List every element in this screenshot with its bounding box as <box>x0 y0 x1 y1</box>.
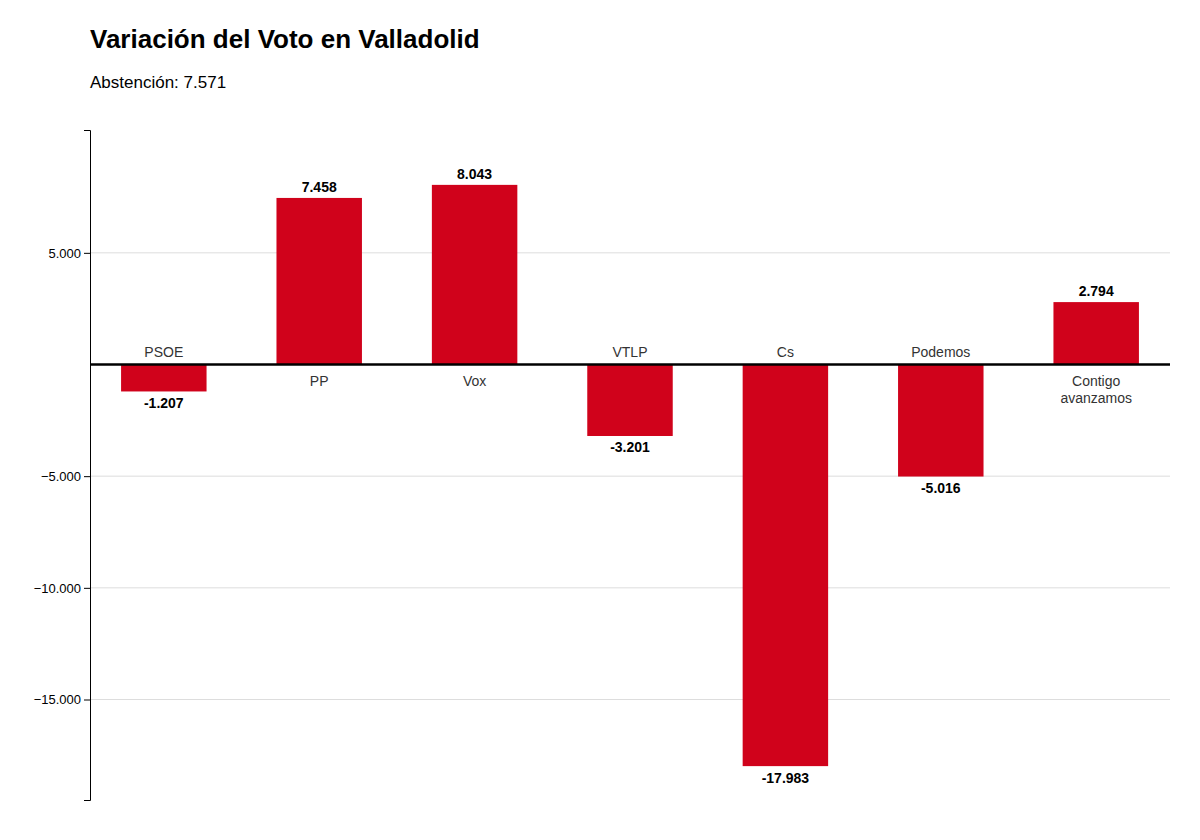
value-label: 7.458 <box>302 179 337 195</box>
bar <box>898 365 983 477</box>
bar <box>743 365 828 767</box>
y-tick: −15.000 <box>34 692 90 707</box>
y-tick-label: −10.000 <box>34 580 81 595</box>
value-label: -1.207 <box>144 395 184 411</box>
grid-line <box>90 252 1170 253</box>
y-tick-mark <box>84 253 90 254</box>
y-tick-mark <box>84 588 90 589</box>
category-label: Contigoavanzamos <box>1060 373 1132 406</box>
value-labels: -1.207 7.458 8.043 -3.201 -17.983 -5.016 2.794 <box>144 166 1114 786</box>
value-label: 2.794 <box>1079 283 1114 299</box>
chart-svg: Variación del Voto en Valladolid Abstenci… <box>0 0 1200 840</box>
y-tick: −10.000 <box>34 580 90 595</box>
value-label: -17.983 <box>762 770 810 786</box>
category-label: Cs <box>777 344 794 360</box>
y-tick-label: −5.000 <box>41 469 81 484</box>
grid-line <box>90 587 1170 588</box>
category-label: PP <box>310 373 329 389</box>
plot: 5.000 −5.000 −10.000 −15.000 PSOE PP Vox VTLP Cs… <box>34 131 1170 801</box>
y-tick-mark <box>84 476 90 477</box>
y-tick-label: 5.000 <box>48 245 81 260</box>
chart-container: Variación del Voto en Valladolid Abstenci… <box>0 0 1200 840</box>
y-tick: 5.000 <box>48 245 90 260</box>
title: Variación del Voto en Valladolid <box>90 24 480 54</box>
bar <box>121 365 206 392</box>
grid-line <box>90 476 1170 477</box>
category-label: Podemos <box>911 344 970 360</box>
y-tick-mark <box>84 700 90 701</box>
value-label: 8.043 <box>457 166 492 182</box>
category-label: PSOE <box>144 344 183 360</box>
bars <box>121 185 1139 766</box>
y-axis-line <box>84 131 91 801</box>
zero-line <box>90 363 1170 366</box>
grid-line <box>90 699 1170 700</box>
bar <box>587 365 672 436</box>
category-labels: PSOE PP Vox VTLP Cs Podemos Contigoavanzamos <box>144 344 1132 406</box>
y-tick: −5.000 <box>41 469 90 484</box>
subtitle: Abstención: 7.571 <box>90 73 226 92</box>
value-label: -5.016 <box>921 480 961 496</box>
y-tick-label: −15.000 <box>34 692 81 707</box>
y-axis: 5.000 −5.000 −10.000 −15.000 <box>34 131 91 801</box>
category-label: VTLP <box>612 344 647 360</box>
grid <box>90 253 1170 700</box>
category-label: Vox <box>463 373 486 389</box>
bar <box>1053 302 1138 364</box>
bar <box>432 185 517 365</box>
bar <box>276 198 361 365</box>
value-label: -3.201 <box>610 439 650 455</box>
